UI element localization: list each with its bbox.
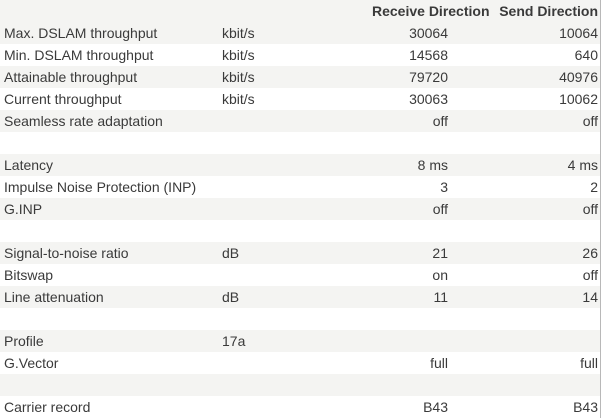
table-row (0, 308, 600, 330)
header-unit (218, 0, 368, 22)
row-unit (218, 132, 368, 154)
table-row: Bitswap on off (0, 264, 600, 286)
row-send-value: 4 ms (567, 157, 598, 173)
row-unit: kbit/s (222, 25, 255, 41)
row-receive-value (368, 220, 450, 242)
row-label: Line attenuation (4, 289, 104, 305)
row-label (0, 374, 218, 396)
row-unit (218, 396, 368, 418)
row-unit (218, 198, 368, 220)
row-receive-value: 14568 (409, 47, 448, 63)
row-send-value: off (582, 201, 598, 217)
row-send-value (450, 220, 600, 242)
table-row: Carrier record B43 B43 (0, 396, 600, 418)
row-receive-value: full (430, 355, 448, 371)
header-receive-direction: Receive Direction (372, 3, 490, 19)
row-unit: kbit/s (222, 69, 255, 85)
row-receive-value: 3 (440, 179, 448, 195)
row-label (0, 132, 218, 154)
table-row (0, 220, 600, 242)
row-label: Bitswap (4, 267, 54, 283)
row-receive-value: 79720 (409, 69, 448, 85)
table-row: Signal-to-noise ratio dB 21 26 (0, 242, 600, 264)
table-row: Min. DSLAM throughput kbit/s 14568 640 (0, 44, 600, 66)
row-label (0, 220, 218, 242)
table-row: G.Vector full full (0, 352, 600, 374)
row-unit (218, 110, 368, 132)
row-label: Impulse Noise Protection (INP) (4, 179, 197, 195)
row-send-value: 640 (574, 47, 598, 63)
row-unit (218, 176, 368, 198)
row-unit: kbit/s (222, 47, 255, 63)
row-label: Profile (4, 333, 44, 349)
row-send-value: 10062 (559, 91, 598, 107)
row-send-value: 26 (582, 245, 598, 261)
row-label: Current throughput (4, 91, 122, 107)
table-row (0, 374, 600, 396)
table-row: Line attenuation dB 11 14 (0, 286, 600, 308)
table-row: Max. DSLAM throughput kbit/s 30064 10064 (0, 22, 600, 44)
row-unit: 17a (222, 333, 246, 349)
row-label: Carrier record (4, 399, 91, 415)
row-label: Attainable throughput (4, 69, 138, 85)
row-send-value (450, 308, 600, 330)
row-send-value: off (582, 113, 598, 129)
row-label: Max. DSLAM throughput (4, 25, 158, 41)
row-label: G.INP (4, 201, 43, 217)
row-send-value: 40976 (559, 69, 598, 85)
header-send-direction: Send Direction (499, 3, 598, 19)
row-send-value: 14 (582, 289, 598, 305)
table-row: Profile 17a (0, 330, 600, 352)
row-unit: dB (222, 289, 240, 305)
table-row: G.INP off off (0, 198, 600, 220)
row-label (0, 308, 218, 330)
row-unit (218, 374, 368, 396)
table-row: Current throughput kbit/s 30063 10062 (0, 88, 600, 110)
row-label: Signal-to-noise ratio (4, 245, 129, 261)
table-row: Latency 8 ms 4 ms (0, 154, 600, 176)
table-row: Impulse Noise Protection (INP) 3 2 (0, 176, 600, 198)
row-send-value: B43 (573, 399, 598, 415)
row-label: Seamless rate adaptation (4, 113, 163, 129)
row-receive-value: 11 (433, 289, 448, 305)
row-label: Latency (4, 157, 54, 173)
row-unit (218, 352, 368, 374)
row-label: G.Vector (4, 355, 59, 371)
row-unit: dB (222, 245, 240, 261)
row-receive-value: 8 ms (417, 157, 448, 173)
row-unit (218, 154, 368, 176)
table-row (0, 132, 600, 154)
row-send-value (450, 374, 600, 396)
row-unit (218, 308, 368, 330)
row-receive-value (368, 132, 450, 154)
row-receive-value (368, 308, 450, 330)
row-send-value: 2 (590, 179, 598, 195)
row-label: Min. DSLAM throughput (4, 47, 154, 63)
row-receive-value: 30064 (409, 25, 448, 41)
row-send-value: 10064 (559, 25, 598, 41)
row-send-value: off (582, 267, 598, 283)
table-header-row: Receive Direction Send Direction (0, 0, 600, 22)
row-send-value (450, 330, 600, 352)
table-row: Attainable throughput kbit/s 79720 40976 (0, 66, 600, 88)
row-unit (218, 220, 368, 242)
header-label (0, 0, 218, 22)
row-receive-value (368, 374, 450, 396)
row-receive-value: off (432, 201, 448, 217)
row-unit (218, 264, 368, 286)
row-receive-value: 30063 (409, 91, 448, 107)
row-unit: kbit/s (222, 91, 255, 107)
row-receive-value: on (432, 267, 448, 283)
row-receive-value: B43 (423, 399, 448, 415)
row-receive-value (368, 330, 450, 352)
row-send-value: full (580, 355, 598, 371)
row-receive-value: off (432, 113, 448, 129)
table-row: Seamless rate adaptation off off (0, 110, 600, 132)
row-receive-value: 21 (432, 245, 448, 261)
row-send-value (450, 132, 600, 154)
